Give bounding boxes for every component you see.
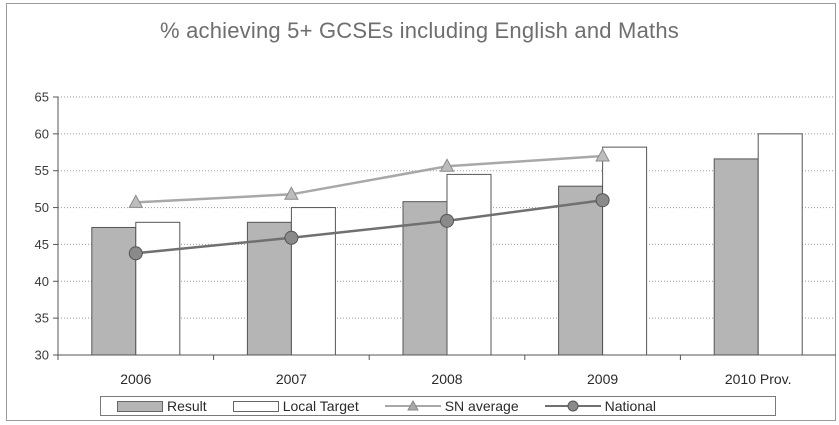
x-tick-label: 2006	[120, 371, 151, 387]
line-sn-average	[135, 154, 603, 204]
legend-swatch-sn-average	[384, 400, 441, 411]
point-sn-average	[284, 186, 299, 200]
x-tick-label: 2010 Prov.	[725, 371, 792, 387]
legend-label-result: Result	[167, 398, 207, 414]
x-tick-label: 2009	[587, 371, 618, 387]
point-sn-average	[595, 147, 610, 162]
y-tick-label: 65	[35, 90, 49, 105]
legend-item-local-target: Local Target	[232, 398, 359, 414]
bar-local-target	[602, 146, 648, 356]
y-tick-label: 35	[35, 311, 49, 326]
bar-result	[91, 226, 137, 356]
legend-item-sn-average: SN average	[384, 398, 519, 414]
legend-item-result: Result	[117, 398, 207, 414]
point-national	[440, 213, 454, 228]
point-sn-average	[439, 158, 455, 172]
y-tick-label: 40	[35, 274, 49, 289]
x-tick-label: 2007	[276, 371, 307, 387]
bar-local-target	[290, 207, 336, 356]
point-sn-average	[128, 194, 144, 208]
y-tick-label: 60	[35, 126, 49, 141]
point-national	[284, 230, 299, 245]
bar-local-target	[446, 173, 492, 356]
legend: Result Local Target SN average National	[100, 396, 776, 416]
bar-result	[246, 221, 292, 356]
x-tick-label: 2008	[431, 371, 462, 387]
point-national	[595, 193, 610, 208]
bar-local-target	[135, 221, 181, 356]
chart-title: % achieving 5+ GCSEs including English a…	[160, 18, 679, 43]
y-tick-label: 50	[35, 200, 49, 215]
legend-swatch-national	[544, 400, 601, 412]
legend-item-national: National	[544, 398, 657, 414]
y-tick-label: 30	[35, 348, 49, 363]
y-tick-label: 55	[35, 163, 49, 178]
bar-result	[402, 201, 448, 356]
y-tick-label: 45	[35, 237, 49, 252]
legend-label-local-target: Local Target	[282, 398, 359, 414]
legend-label-sn-average: SN average	[444, 398, 519, 414]
bar-local-target	[757, 133, 803, 356]
line-national	[135, 198, 603, 255]
bar-result	[558, 185, 604, 356]
legend-swatch-local-target	[232, 400, 279, 412]
legend-swatch-result	[117, 400, 163, 412]
legend-label-national: National	[604, 398, 657, 414]
point-national	[128, 246, 143, 261]
bar-result	[713, 158, 759, 356]
